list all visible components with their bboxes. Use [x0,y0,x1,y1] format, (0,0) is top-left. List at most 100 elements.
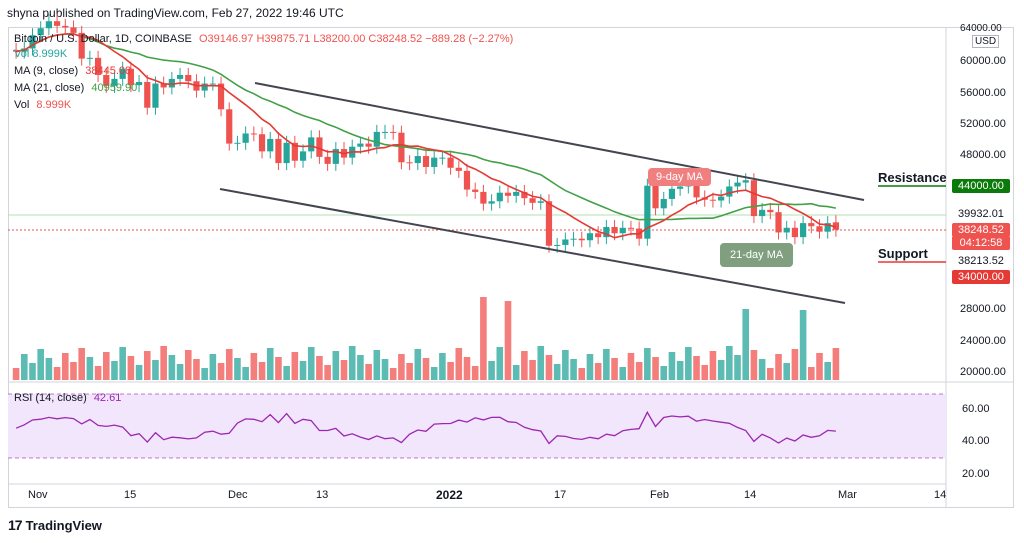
volume-bar [70,362,77,380]
time-tick-dec: Dec [228,489,248,501]
candle-body [144,82,151,108]
chart-frame [8,27,1014,508]
legend-rsi-value: 42.61 [93,392,122,404]
candle-body [431,157,438,167]
volume-bar [545,355,553,380]
candle-body [111,78,118,86]
candle-body [504,192,512,196]
time-tick-nov: Nov [28,489,48,501]
candle-body [578,238,585,241]
volume-bar [357,355,364,380]
volume-bar [234,358,241,380]
volume-bar [291,352,299,380]
resistance-label: Resistance [878,170,947,185]
footer-brand: TradingView [25,517,102,533]
volume-bar [767,368,774,380]
candle-body [447,157,454,168]
volume-bar [660,366,668,380]
candle-body [660,198,667,209]
volume-bar [45,358,53,380]
candle-body [308,137,315,152]
tradingview-footer[interactable]: 17 TradingView [8,517,102,533]
volume-bar [676,361,684,380]
volume-bar [750,350,758,380]
candle-body [693,181,700,198]
candle-body [529,198,536,203]
price-tick-3: 52000.00 [960,118,1006,130]
legend-ma21: MA (21, close) 40959.90 [14,82,137,94]
volume-bar [250,353,258,380]
price-tick-1: 60000.00 [960,55,1006,67]
candle-body [324,156,331,164]
candle-body [226,109,233,144]
legend-vol-value: 8.999K [36,99,72,111]
volume-bar [102,352,110,380]
candle-body [463,170,471,190]
legend-ohlc: O39146.97 H39875.71 L38200.00 C38248.52 … [198,33,514,45]
candle-body [668,188,676,199]
time-tick-15: 15 [124,489,137,501]
volume-bar [791,349,799,380]
volume-bar [603,349,610,380]
candle-body [791,227,799,238]
volume-bar [332,351,340,380]
volume-bar [422,358,430,380]
volume-bar [537,346,545,380]
candle-body [652,185,659,209]
candle-body [217,83,225,110]
volume-bar [53,367,61,380]
candle-body [480,191,487,204]
legend-ma21-label: MA (21, close) [14,82,85,94]
rsi-line [15,410,836,445]
price-tick-12: 24000.00 [960,335,1006,347]
volume-bar [496,347,504,380]
price-tick-13: 20000.00 [960,366,1006,378]
candle-body [209,83,216,85]
candle-body [513,191,520,196]
volume-bar [258,362,266,380]
candle-body [824,223,831,232]
candle-body [627,227,635,229]
price-tick-11: 28000.00 [960,303,1006,315]
time-tick-13: 13 [316,489,329,501]
volume-bar [594,363,602,380]
candle-body [455,167,462,171]
candle-body [677,186,684,189]
volume-bar [340,360,348,380]
legend-rsi: RSI (14, close) 42.61 [14,392,121,404]
candle-body [718,196,725,201]
volume-bar [184,350,192,380]
volume-bar [578,368,586,380]
legend-symbol-line: Bitcoin / U.S. Dollar, 1D, COINBASE O391… [14,33,513,45]
volume-bar [20,354,28,380]
candle-body [94,57,102,75]
currency-label[interactable]: USD [972,35,1000,48]
ma9-price-tag: 38213.52 [952,254,1010,268]
candle-body [291,142,298,161]
volume-bar [283,366,290,380]
candle-body [176,74,184,79]
volume-bar [193,359,200,380]
volume-bar [447,362,454,380]
price-tick-0: 64000.00 [960,23,1002,34]
candle-body [373,131,380,147]
candle-body [357,143,364,147]
support-price-tag: 34000.00 [952,270,1010,284]
candle-body [537,201,544,203]
candle-body [332,149,339,164]
candle-body [316,137,323,157]
candle-body [135,82,143,86]
ma21-bubble: 21-day MA [720,243,794,267]
volume-bar [512,365,520,380]
rsi-band [8,394,946,458]
volume-bar [160,346,167,380]
volume-bar [644,348,651,380]
volume-bar [685,347,692,380]
candle-body [709,199,717,201]
candle-body [406,162,413,164]
time-tick-14: 14 [744,489,757,501]
candle-body [86,57,93,59]
candle-body [603,227,610,238]
volume-bar [12,368,20,380]
